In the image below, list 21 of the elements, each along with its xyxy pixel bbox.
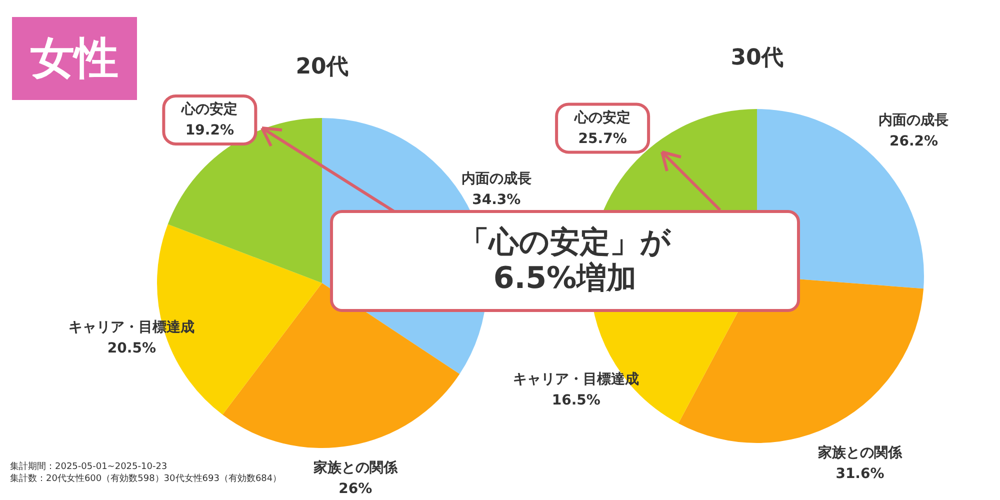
text: 集計期間：2025-05-01~2025-10-23 — [10, 460, 168, 473]
text: 女性 — [12, 17, 137, 100]
data-label: 34.3% — [472, 192, 521, 208]
slice-label: 心の安定 — [180, 100, 238, 118]
slice-label: 内面の成長 — [878, 112, 949, 128]
data-label: 16.5% — [552, 392, 600, 409]
slice-label: キャリア・目標達成 — [513, 372, 640, 388]
text: 「心の安定」が 6.5%増加 — [330, 210, 800, 312]
slice-label: 家族との関係 — [816, 444, 903, 461]
text: 集計数：20代女性600（有効数598）30代女性693（有効数684） — [10, 472, 282, 485]
data-label: 19.2% — [185, 122, 234, 139]
slice-label: 心の安定 — [574, 108, 631, 126]
data-label: 25.7% — [578, 130, 627, 147]
slice-label: 内面の成長 — [461, 170, 532, 187]
data-label: 26.2% — [889, 133, 938, 150]
chart-title: 20代 — [296, 54, 348, 80]
chart-title: 30代 — [730, 46, 784, 71]
data-label: 26% — [338, 480, 372, 497]
slice-label: 家族との関係 — [312, 458, 398, 476]
data-label: 31.6% — [836, 466, 884, 482]
data-label: 20.5% — [107, 340, 156, 356]
